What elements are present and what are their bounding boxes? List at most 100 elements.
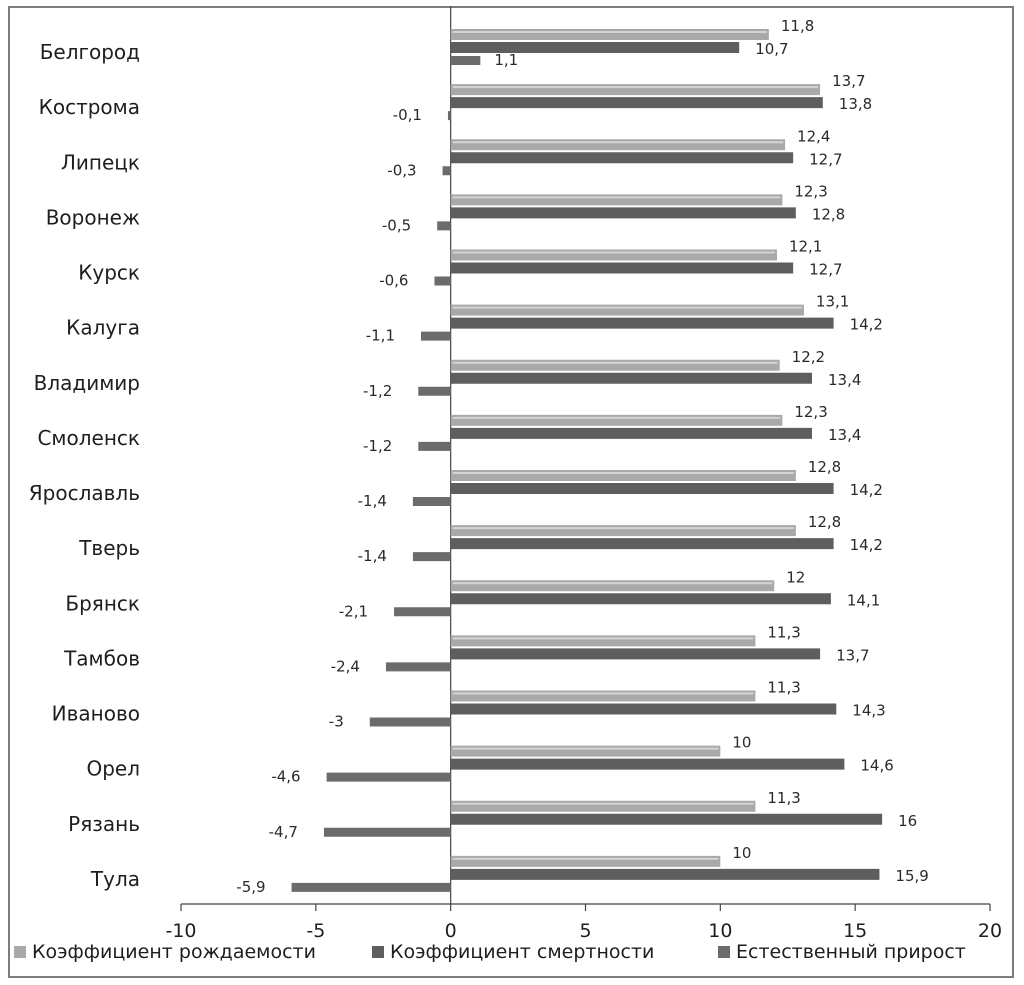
bar-natural-growth bbox=[412, 497, 451, 506]
category-label: Рязань bbox=[68, 812, 140, 836]
legend-swatch bbox=[718, 946, 730, 958]
category-label: Владимир bbox=[34, 371, 140, 395]
bar-death-rate bbox=[450, 868, 880, 880]
data-label: 13,8 bbox=[839, 95, 872, 113]
bar-birth-rate bbox=[450, 580, 775, 592]
category-label: Иваново bbox=[52, 702, 140, 726]
legend-swatch bbox=[14, 946, 26, 958]
x-tick-label: 10 bbox=[708, 920, 732, 942]
bar-birth-rate bbox=[450, 194, 783, 206]
bar-death-rate bbox=[450, 317, 834, 329]
data-label: -1,4 bbox=[358, 547, 387, 565]
x-tick-label: 15 bbox=[843, 920, 867, 942]
bar-birth-rate-highlight bbox=[452, 141, 784, 144]
bar-death-rate bbox=[450, 152, 794, 164]
category-label: Тула bbox=[90, 867, 140, 891]
bar-birth-rate bbox=[450, 84, 821, 96]
bar-birth-rate bbox=[450, 745, 721, 757]
bar-death-rate bbox=[450, 538, 834, 550]
bar-birth-rate bbox=[450, 800, 756, 812]
data-label: 11,8 bbox=[781, 17, 814, 35]
bar-birth-rate-highlight bbox=[452, 692, 754, 695]
data-label: -4,6 bbox=[271, 768, 300, 786]
data-label: -1,4 bbox=[358, 492, 387, 510]
category-label: Воронеж bbox=[46, 205, 140, 229]
x-tick-label: 5 bbox=[579, 920, 591, 942]
bar-birth-rate bbox=[450, 304, 804, 316]
data-label: -2,4 bbox=[331, 657, 360, 675]
bar-natural-growth bbox=[394, 607, 451, 617]
data-label: 12,2 bbox=[792, 348, 825, 366]
data-label: 12,4 bbox=[797, 127, 830, 145]
data-label: 12,8 bbox=[808, 513, 841, 531]
bar-death-rate bbox=[450, 593, 831, 605]
data-label: 11,3 bbox=[767, 789, 800, 807]
bar-death-rate bbox=[450, 207, 796, 219]
x-tick-label: -10 bbox=[165, 920, 196, 942]
category-label: Липецк bbox=[61, 150, 140, 174]
bar-birth-rate bbox=[450, 414, 783, 426]
data-label: 13,7 bbox=[832, 72, 865, 90]
legend-label: Коэффициент рождаемости bbox=[32, 941, 316, 963]
bar-birth-rate-highlight bbox=[452, 196, 781, 199]
x-tick-label: 0 bbox=[445, 920, 457, 942]
legend-label: Естественный прирост bbox=[736, 941, 966, 963]
data-label: 12,1 bbox=[789, 238, 822, 256]
bar-birth-rate-highlight bbox=[452, 582, 773, 585]
data-label: 14,2 bbox=[850, 316, 883, 334]
bar-death-rate bbox=[450, 42, 740, 53]
category-label: Белгород bbox=[40, 40, 140, 64]
data-label: 10 bbox=[732, 844, 751, 862]
bar-birth-rate-highlight bbox=[452, 802, 754, 805]
bar-death-rate bbox=[450, 97, 823, 109]
bar-birth-rate-highlight bbox=[452, 472, 794, 474]
bar-birth-rate bbox=[450, 29, 769, 40]
data-label: 12,3 bbox=[794, 182, 827, 200]
legend-label: Коэффициент смертности bbox=[390, 941, 654, 963]
bar-death-rate bbox=[450, 703, 837, 715]
category-label: Смоленск bbox=[37, 426, 140, 450]
bar-birth-rate bbox=[450, 470, 796, 481]
category-label: Орел bbox=[86, 757, 140, 781]
bar-birth-rate-highlight bbox=[452, 416, 781, 419]
category-label: Тамбов bbox=[63, 646, 140, 670]
category-label: Брянск bbox=[65, 591, 140, 615]
bar-death-rate bbox=[450, 758, 845, 770]
data-label: 14,6 bbox=[860, 757, 893, 775]
bar-natural-growth bbox=[450, 56, 481, 65]
bar-natural-growth bbox=[326, 772, 451, 782]
data-label: -3 bbox=[329, 713, 344, 731]
bar-natural-growth bbox=[447, 111, 451, 121]
data-label: 16 bbox=[898, 812, 917, 830]
bar-birth-rate-highlight bbox=[452, 747, 719, 750]
data-label: -0,6 bbox=[379, 272, 408, 290]
bar-natural-growth bbox=[418, 386, 451, 396]
category-label: Кострома bbox=[39, 95, 140, 119]
data-label: 13,4 bbox=[828, 371, 861, 389]
bar-natural-growth bbox=[418, 441, 451, 451]
data-label: 10 bbox=[732, 734, 751, 752]
data-label: 12,8 bbox=[808, 458, 841, 476]
data-label: 10,7 bbox=[755, 40, 788, 58]
bar-birth-rate bbox=[450, 690, 756, 702]
bar-birth-rate-highlight bbox=[452, 857, 719, 860]
bar-birth-rate-highlight bbox=[452, 637, 754, 640]
bar-death-rate bbox=[450, 372, 813, 384]
bar-birth-rate-highlight bbox=[452, 361, 778, 364]
data-label: 14,1 bbox=[847, 591, 880, 609]
x-tick-label: 20 bbox=[978, 920, 1002, 942]
bar-natural-growth bbox=[442, 166, 451, 176]
bar-birth-rate bbox=[450, 249, 777, 261]
bar-natural-growth bbox=[385, 662, 451, 672]
bar-birth-rate-highlight bbox=[452, 306, 802, 309]
category-label: Курск bbox=[78, 261, 140, 285]
data-label: 15,9 bbox=[895, 867, 928, 885]
data-label: 12,7 bbox=[809, 261, 842, 279]
data-label: -0,1 bbox=[393, 106, 422, 124]
category-label: Ярославль bbox=[29, 481, 140, 505]
data-label: -0,5 bbox=[382, 216, 411, 234]
x-tick-label: -5 bbox=[306, 920, 325, 942]
data-label: -2,1 bbox=[339, 602, 368, 620]
bar-natural-growth bbox=[434, 276, 451, 286]
